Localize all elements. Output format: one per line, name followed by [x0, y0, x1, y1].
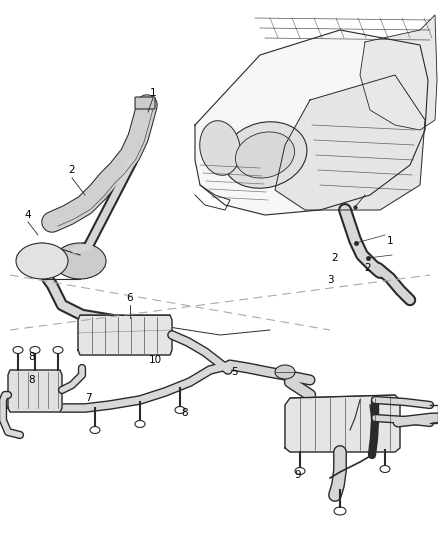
Text: 6: 6	[127, 293, 133, 303]
Text: 1: 1	[150, 88, 156, 98]
Text: 9: 9	[295, 470, 301, 480]
FancyBboxPatch shape	[135, 97, 155, 109]
Ellipse shape	[236, 132, 295, 178]
Polygon shape	[275, 75, 425, 210]
Polygon shape	[16, 255, 106, 267]
Text: 4: 4	[25, 210, 31, 220]
Polygon shape	[285, 395, 400, 452]
Text: 7: 7	[85, 393, 91, 403]
Text: 10: 10	[148, 355, 162, 365]
Ellipse shape	[223, 122, 307, 188]
Polygon shape	[360, 15, 437, 130]
Text: 1: 1	[387, 236, 393, 246]
Text: 2: 2	[365, 263, 371, 273]
Polygon shape	[195, 30, 428, 215]
Polygon shape	[78, 315, 172, 355]
Text: 3: 3	[327, 275, 333, 285]
Text: 8: 8	[28, 375, 35, 385]
Text: 8: 8	[182, 408, 188, 418]
Ellipse shape	[16, 243, 68, 279]
Ellipse shape	[200, 120, 240, 175]
Ellipse shape	[54, 243, 106, 279]
Polygon shape	[8, 370, 62, 412]
Ellipse shape	[275, 365, 295, 379]
Text: 5: 5	[232, 367, 238, 377]
Text: 2: 2	[69, 165, 75, 175]
Text: 8: 8	[28, 352, 35, 362]
Text: 2: 2	[332, 253, 338, 263]
